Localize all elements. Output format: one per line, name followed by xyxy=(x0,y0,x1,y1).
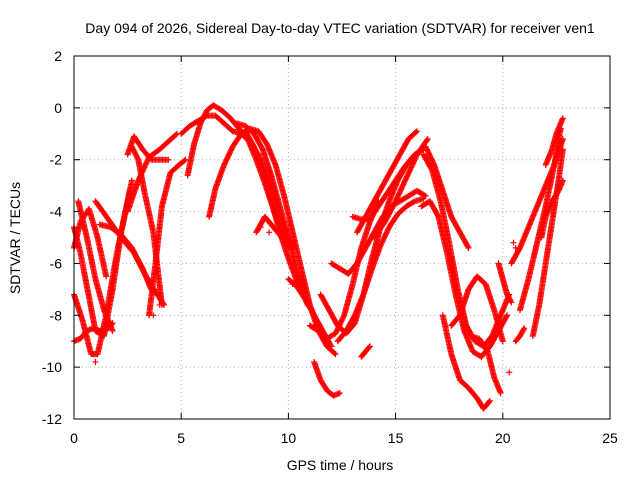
data-series-track-25 xyxy=(354,128,421,236)
data-series-track-29 xyxy=(422,143,472,251)
data-point xyxy=(156,301,163,308)
data-point xyxy=(340,313,347,320)
data-series-track-36 xyxy=(538,177,566,241)
data-point xyxy=(92,358,99,365)
data-point xyxy=(308,307,315,314)
data-point xyxy=(103,273,110,280)
y-tick-label: 2 xyxy=(54,48,62,64)
data-series-track-27 xyxy=(418,198,511,360)
data-series-track-39 xyxy=(495,260,515,306)
data-point xyxy=(504,312,511,319)
data-point xyxy=(366,343,373,350)
plot-frame xyxy=(73,55,611,420)
x-tick-label: 10 xyxy=(281,430,297,446)
data-series-track-17 xyxy=(253,213,292,249)
x-tick-label: 15 xyxy=(388,430,404,446)
data-point xyxy=(414,128,421,135)
data-point xyxy=(328,343,335,350)
ticks-layer: 0 5 10 15 20 25 -12 -10 -8 -6 -4 -2 0 2 xyxy=(42,48,618,446)
data-point xyxy=(499,338,506,345)
data-point xyxy=(182,156,189,163)
x-tick-label: 0 xyxy=(70,430,78,446)
chart-title: Day 094 of 2026, Sidereal Day-to-day VTE… xyxy=(85,20,595,36)
data-point xyxy=(508,299,515,306)
y-tick-label: 0 xyxy=(54,100,62,116)
data-point xyxy=(366,344,373,351)
data-series-track-7 xyxy=(96,221,155,293)
y-tick-label: -2 xyxy=(50,152,63,168)
data-point xyxy=(559,115,566,122)
data-series-track-30 xyxy=(439,312,493,412)
data-series-track-4 xyxy=(75,198,116,334)
data-point xyxy=(257,224,264,231)
data-point xyxy=(521,325,528,332)
data-point xyxy=(421,192,428,199)
data-point xyxy=(465,244,472,251)
y-tick-label: -4 xyxy=(50,204,63,220)
data-series-track-9 xyxy=(124,133,172,163)
x-tick-label: 25 xyxy=(602,430,618,446)
y-tick-label: -6 xyxy=(50,255,63,271)
data-point xyxy=(336,390,343,397)
data-point xyxy=(165,156,172,163)
y-tick-label: -8 xyxy=(50,307,63,323)
data-series-track-40 xyxy=(296,281,315,314)
data-point xyxy=(410,198,417,205)
data-point xyxy=(172,131,179,138)
data-points-layer xyxy=(71,102,566,412)
data-point xyxy=(464,243,471,250)
data-series-track-23 xyxy=(334,195,427,345)
data-point xyxy=(497,390,504,397)
data-point xyxy=(181,157,188,164)
data-point xyxy=(520,326,527,333)
x-tick-label: 5 xyxy=(177,430,185,446)
data-point xyxy=(412,129,419,136)
y-axis-label: SDTVAR / TECUs xyxy=(7,182,23,294)
data-point xyxy=(128,177,135,184)
data-point xyxy=(420,195,427,202)
y-tick-label: -12 xyxy=(42,411,62,427)
data-series-track-41 xyxy=(358,343,373,360)
data-point xyxy=(331,350,338,357)
data-series-track-19 xyxy=(311,358,343,399)
data-point xyxy=(507,298,514,305)
y-tick-label: -10 xyxy=(42,359,62,375)
data-series-track-38 xyxy=(512,325,528,345)
data-point xyxy=(486,398,493,405)
data-point xyxy=(559,146,566,153)
data-series-track-31 xyxy=(448,273,506,345)
x-axis-label: GPS time / hours xyxy=(287,457,394,473)
data-series-track-11 xyxy=(128,143,165,308)
data-point xyxy=(424,135,431,142)
data-point xyxy=(332,351,339,358)
data-point xyxy=(308,306,315,313)
data-series-track-26 xyxy=(371,135,431,241)
data-series-track-32 xyxy=(467,333,504,397)
data-point xyxy=(285,242,292,249)
data-point xyxy=(150,312,157,319)
data-point xyxy=(284,241,291,248)
data-point xyxy=(109,327,116,334)
data-series-track-37 xyxy=(542,115,566,168)
data-point xyxy=(510,239,517,246)
data-point xyxy=(423,137,430,144)
data-point xyxy=(486,397,493,404)
data-point xyxy=(327,342,334,349)
data-point xyxy=(289,281,296,288)
data-point xyxy=(559,177,566,184)
data-series-track-34 xyxy=(516,125,564,314)
data-point xyxy=(506,369,513,376)
data-point xyxy=(266,229,273,236)
data-point xyxy=(126,187,133,194)
data-point xyxy=(503,313,510,320)
x-tick-label: 20 xyxy=(495,430,511,446)
data-point xyxy=(134,155,141,162)
data-series-track-8 xyxy=(124,130,180,215)
data-point xyxy=(512,244,519,251)
data-series-track-22 xyxy=(328,187,429,277)
data-series-scatter-isolated xyxy=(92,224,519,376)
